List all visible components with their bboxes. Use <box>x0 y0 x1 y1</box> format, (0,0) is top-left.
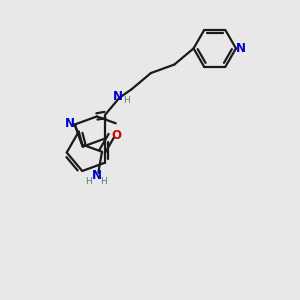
Text: N: N <box>64 116 74 130</box>
Text: O: O <box>111 129 121 142</box>
Text: N: N <box>236 42 246 55</box>
Text: N: N <box>92 169 101 182</box>
Text: H: H <box>85 177 92 186</box>
Text: H: H <box>123 96 130 105</box>
Text: N: N <box>113 90 123 103</box>
Text: H: H <box>100 177 107 186</box>
